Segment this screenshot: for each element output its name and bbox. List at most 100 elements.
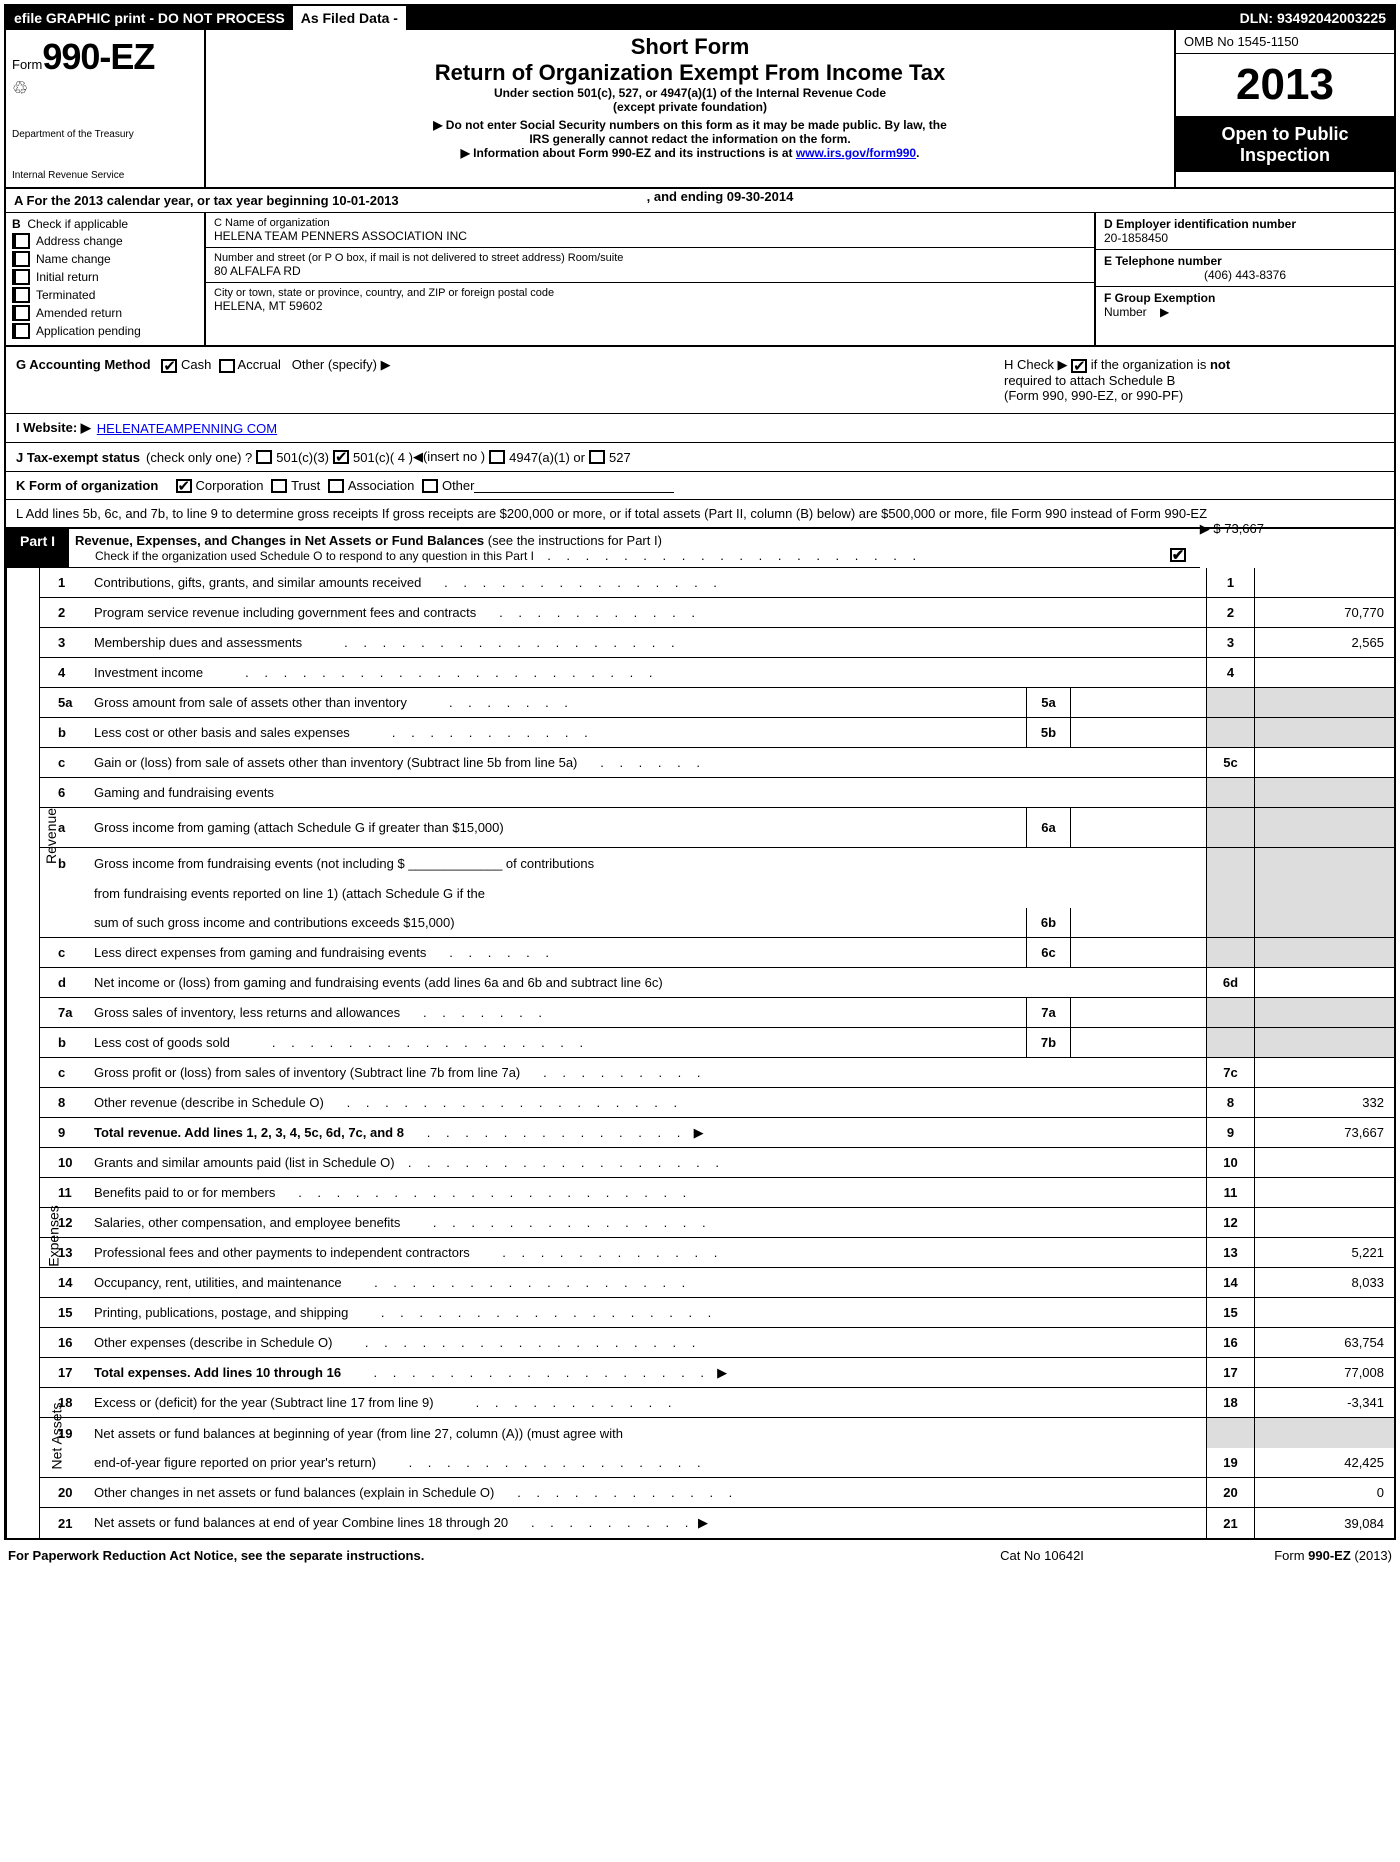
line-19a: 19Net assets or fund balances at beginni… <box>40 1418 1394 1448</box>
check-501c[interactable] <box>333 450 349 464</box>
box-e-phone: E Telephone number (406) 443-8376 <box>1096 250 1394 287</box>
line-18: 18Excess or (deficit) for the year (Subt… <box>40 1388 1394 1418</box>
note-info: ▶ Information about Form 990-EZ and its … <box>216 146 1164 160</box>
recycle-icon: ♲ <box>12 78 194 99</box>
org-addr: 80 ALFALFA RD <box>214 264 1086 278</box>
part-i-table: Revenue Expenses Net Assets 1Contributio… <box>6 568 1394 1538</box>
website-link[interactable]: HELENATEAMPENNING COM <box>97 421 277 436</box>
topbar: efile GRAPHIC print - DO NOT PROCESS As … <box>6 6 1394 30</box>
lines-column: 1Contributions, gifts, grants, and simil… <box>40 568 1394 1538</box>
line-5a: 5aGross amount from sale of assets other… <box>40 688 1394 718</box>
row-a-taxyear: A For the 2013 calendar year, or tax yea… <box>6 189 1394 213</box>
line-7c: cGross profit or (loss) from sales of in… <box>40 1058 1394 1088</box>
line-8: 8Other revenue (describe in Schedule O) … <box>40 1088 1394 1118</box>
check-h[interactable] <box>1071 359 1087 373</box>
line-6a: aGross income from gaming (attach Schedu… <box>40 808 1394 848</box>
col-b-checkboxes: B Check if applicable Address change Nam… <box>6 213 206 345</box>
sidebar-netassets: Net Assets <box>48 1403 64 1470</box>
line-5c: cGain or (loss) from sale of assets othe… <box>40 748 1394 778</box>
part-i-tag: Part I <box>6 529 69 567</box>
check-accrual[interactable] <box>219 359 235 373</box>
form-number: Form990-EZ <box>12 36 194 78</box>
line-20: 20Other changes in net assets or fund ba… <box>40 1478 1394 1508</box>
open-to-public: Open to Public Inspection <box>1176 118 1394 172</box>
footer-paperwork: For Paperwork Reduction Act Notice, see … <box>8 1548 892 1563</box>
tax-year: 2013 <box>1176 54 1394 118</box>
title-except: (except private foundation) <box>216 100 1164 114</box>
footer: For Paperwork Reduction Act Notice, see … <box>0 1544 1400 1567</box>
line-11: 11Benefits paid to or for members . . . … <box>40 1178 1394 1208</box>
check-address-change[interactable]: Address change <box>12 233 198 249</box>
col-c-org: C Name of organization HELENA TEAM PENNE… <box>206 213 1094 345</box>
check-terminated[interactable]: Terminated <box>12 287 198 303</box>
check-amended[interactable]: Amended return <box>12 305 198 321</box>
footer-catno: Cat No 10642I <box>892 1548 1192 1563</box>
row-i-website: I Website: ▶ HELENATEAMPENNING COM <box>6 414 1394 443</box>
line-6b-cont: from fundraising events reported on line… <box>40 878 1394 908</box>
check-501c3[interactable] <box>256 450 272 464</box>
check-name-change[interactable]: Name change <box>12 251 198 267</box>
col-def: D Employer identification number 20-1858… <box>1094 213 1394 345</box>
line-10: 10Grants and similar amounts paid (list … <box>40 1148 1394 1178</box>
org-city: HELENA, MT 59602 <box>214 299 1086 313</box>
line-12: 12Salaries, other compensation, and empl… <box>40 1208 1394 1238</box>
line-6b-end: sum of such gross income and contributio… <box>40 908 1394 938</box>
topbar-efile: efile GRAPHIC print - DO NOT PROCESS <box>6 6 293 30</box>
row-k-orgform: K Form of organization Corporation Trust… <box>6 472 1394 500</box>
col-g-accounting: G Accounting Method Cash Accrual Other (… <box>6 347 994 413</box>
line-2: 2Program service revenue including gover… <box>40 598 1394 628</box>
line-15: 15Printing, publications, postage, and s… <box>40 1298 1394 1328</box>
check-cash[interactable] <box>161 359 177 373</box>
title-return: Return of Organization Exempt From Incom… <box>216 60 1164 86</box>
check-corp[interactable] <box>176 479 192 493</box>
dept-treasury: Department of the Treasury <box>12 129 194 140</box>
line-14: 14Occupancy, rent, utilities, and mainte… <box>40 1268 1394 1298</box>
check-trust[interactable] <box>271 479 287 493</box>
sidebar-labels: Revenue Expenses Net Assets <box>6 568 40 1538</box>
line-17: 17Total expenses. Add lines 10 through 1… <box>40 1358 1394 1388</box>
box-d-ein: D Employer identification number 20-1858… <box>1096 213 1394 250</box>
footer-formref: Form 990-EZ (2013) <box>1192 1548 1392 1563</box>
line-6d: dNet income or (loss) from gaming and fu… <box>40 968 1394 998</box>
omb-number: OMB No 1545-1150 <box>1176 30 1394 54</box>
label-addr: Number and street (or P O box, if mail i… <box>214 252 1086 264</box>
row-j-taxstatus: J Tax-exempt status(check only one) ? 50… <box>6 443 1394 472</box>
label-org-name: C Name of organization <box>214 217 1086 229</box>
line-7a: 7aGross sales of inventory, less returns… <box>40 998 1394 1028</box>
form-990ez: efile GRAPHIC print - DO NOT PROCESS As … <box>4 4 1396 1540</box>
check-other-org[interactable] <box>422 479 438 493</box>
note-ssn: ▶ Do not enter Social Security numbers o… <box>216 118 1164 132</box>
sidebar-expenses: Expenses <box>46 1205 62 1266</box>
line-19b: end-of-year figure reported on prior yea… <box>40 1448 1394 1478</box>
part-i-header: Part I Revenue, Expenses, and Changes in… <box>6 529 1200 568</box>
line-16: 16Other expenses (describe in Schedule O… <box>40 1328 1394 1358</box>
line-4: 4Investment income . . . . . . . . . . .… <box>40 658 1394 688</box>
header-left: Form990-EZ ♲ Department of the Treasury … <box>6 30 206 187</box>
line-3: 3Membership dues and assessments . . . .… <box>40 628 1394 658</box>
line-21: 21Net assets or fund balances at end of … <box>40 1508 1394 1538</box>
gross-receipts: ▶ $ 73,667 <box>1200 521 1264 537</box>
check-4947[interactable] <box>489 450 505 464</box>
header-center: Short Form Return of Organization Exempt… <box>206 30 1174 187</box>
title-under: Under section 501(c), 527, or 4947(a)(1)… <box>216 86 1164 100</box>
form-header: Form990-EZ ♲ Department of the Treasury … <box>6 30 1394 189</box>
col-h-scheduleb: H Check ▶ if the organization is not req… <box>994 347 1394 413</box>
irs-link[interactable]: www.irs.gov/form990 <box>796 146 916 160</box>
check-initial-return[interactable]: Initial return <box>12 269 198 285</box>
line-6c: cLess direct expenses from gaming and fu… <box>40 938 1394 968</box>
line-6b: bGross income from fundraising events (n… <box>40 848 1394 878</box>
check-schedule-o[interactable] <box>1170 548 1186 562</box>
header-right: OMB No 1545-1150 2013 Open to Public Ins… <box>1174 30 1394 187</box>
topbar-dln: DLN: 93492042003225 <box>1232 6 1394 30</box>
line-5b: bLess cost or other basis and sales expe… <box>40 718 1394 748</box>
check-app-pending[interactable]: Application pending <box>12 323 198 339</box>
check-527[interactable] <box>589 450 605 464</box>
check-assoc[interactable] <box>328 479 344 493</box>
row-gh: G Accounting Method Cash Accrual Other (… <box>6 347 1394 414</box>
topbar-asfiled: As Filed Data - <box>293 6 408 30</box>
line-6: 6Gaming and fundraising events <box>40 778 1394 808</box>
note-redact: IRS generally cannot redact the informat… <box>216 132 1164 146</box>
title-short-form: Short Form <box>216 34 1164 60</box>
label-city: City or town, state or province, country… <box>214 287 1086 299</box>
section-bcdef: B Check if applicable Address change Nam… <box>6 213 1394 347</box>
